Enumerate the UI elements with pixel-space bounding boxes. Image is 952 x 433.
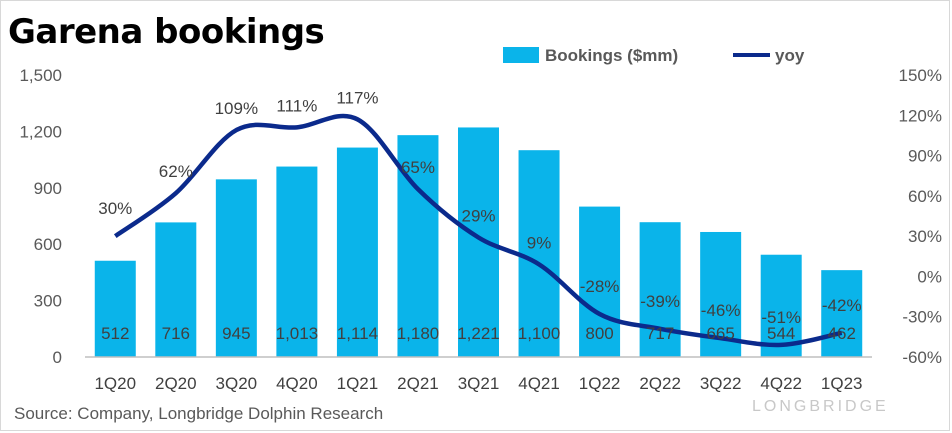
bar-value-label: 1,100 [518, 324, 561, 343]
left-tick-label: 600 [34, 235, 62, 254]
category-label: 4Q22 [760, 374, 802, 393]
legend: Bookings ($mm) yoy [503, 46, 805, 65]
right-tick-label: 0% [917, 267, 942, 286]
bar-value-label: 512 [101, 324, 129, 343]
yoy-label: -42% [822, 296, 862, 315]
bar [821, 270, 863, 357]
yoy-line-group [113, 113, 843, 348]
bar [579, 206, 621, 357]
yoy-label: 109% [215, 99, 258, 118]
yoy-label: -51% [761, 308, 801, 327]
bar-value-label: 665 [706, 324, 734, 343]
yoy-label: -39% [640, 292, 680, 311]
bar [458, 127, 499, 358]
category-label: 3Q21 [458, 374, 500, 393]
category-label: 4Q21 [518, 374, 560, 393]
right-tick-label: -60% [902, 348, 942, 367]
bar-value-label: 544 [767, 324, 795, 343]
watermark-logo: LONGBRIDGE [752, 398, 889, 415]
category-label: 1Q20 [94, 374, 136, 393]
legend-bar-label: Bookings ($mm) [545, 46, 678, 65]
right-tick-label: 30% [908, 227, 942, 246]
bar-value-label: 1,013 [276, 324, 319, 343]
bar [94, 260, 136, 357]
category-label: 1Q21 [337, 374, 379, 393]
bar-value-label: 945 [222, 324, 250, 343]
yoy-label: -46% [701, 301, 741, 320]
category-label: 3Q22 [700, 374, 742, 393]
bar-value-label: 800 [585, 324, 613, 343]
right-tick-label: -30% [902, 308, 942, 327]
bar-value-label: 462 [828, 324, 856, 343]
left-tick-label: 300 [34, 292, 62, 311]
bar-value-labels: 512 716 945 1,013 1,114 1,180 1,221 1,100 800 717… [101, 324, 856, 343]
right-axis: -60% -30% 0% 30% 60% 90% 120% 150% [899, 66, 942, 367]
yoy-line [113, 113, 843, 348]
yoy-label: 9% [527, 233, 552, 252]
bar [215, 179, 257, 357]
category-label: 1Q22 [579, 374, 621, 393]
category-label: 2Q21 [397, 374, 439, 393]
bar [639, 222, 681, 357]
bar-value-label: 717 [646, 324, 674, 343]
yoy-label: -28% [580, 277, 620, 296]
bar [336, 147, 378, 357]
bar [518, 150, 560, 357]
category-label: 2Q22 [639, 374, 681, 393]
legend-line-label: yoy [775, 46, 805, 65]
category-label: 4Q20 [276, 374, 318, 393]
legend-bar-swatch [503, 47, 539, 63]
bars [94, 127, 863, 358]
yoy-label: 65% [401, 158, 435, 177]
category-label: 3Q20 [216, 374, 258, 393]
left-tick-label: 1,200 [19, 122, 62, 141]
yoy-label: 62% [159, 162, 193, 181]
chart-title: Garena bookings [8, 12, 325, 52]
right-tick-label: 60% [908, 187, 942, 206]
bar [276, 166, 318, 357]
yoy-label: 29% [461, 206, 495, 225]
source-note: Source: Company, Longbridge Dolphin Rese… [14, 404, 384, 423]
bar-value-label: 716 [162, 324, 190, 343]
right-tick-label: 120% [899, 106, 942, 125]
bar-value-label: 1,221 [457, 324, 500, 343]
left-axis: 0 300 600 900 1,200 1,500 [19, 66, 62, 367]
yoy-labels: 30% 62% 109% 111% 117% 65% 29% 9% -28% -39% -46% -5… [98, 88, 861, 327]
category-labels: 1Q20 2Q20 3Q20 4Q20 1Q21 2Q21 3Q21 4Q21 1Q22 2Q22… [94, 374, 862, 393]
left-tick-label: 0 [53, 348, 62, 367]
bar [155, 222, 197, 357]
yoy-label: 30% [98, 199, 132, 218]
right-tick-label: 90% [908, 147, 942, 166]
right-tick-label: 150% [899, 66, 942, 85]
yoy-label: 117% [336, 88, 378, 107]
category-label: 2Q20 [155, 374, 197, 393]
bar-value-label: 1,180 [397, 324, 440, 343]
left-tick-label: 1,500 [19, 66, 62, 85]
bar-value-label: 1,114 [337, 324, 378, 343]
bar [760, 254, 802, 357]
left-tick-label: 900 [34, 179, 62, 198]
category-label: 1Q23 [821, 374, 863, 393]
yoy-label: 111% [276, 96, 317, 115]
